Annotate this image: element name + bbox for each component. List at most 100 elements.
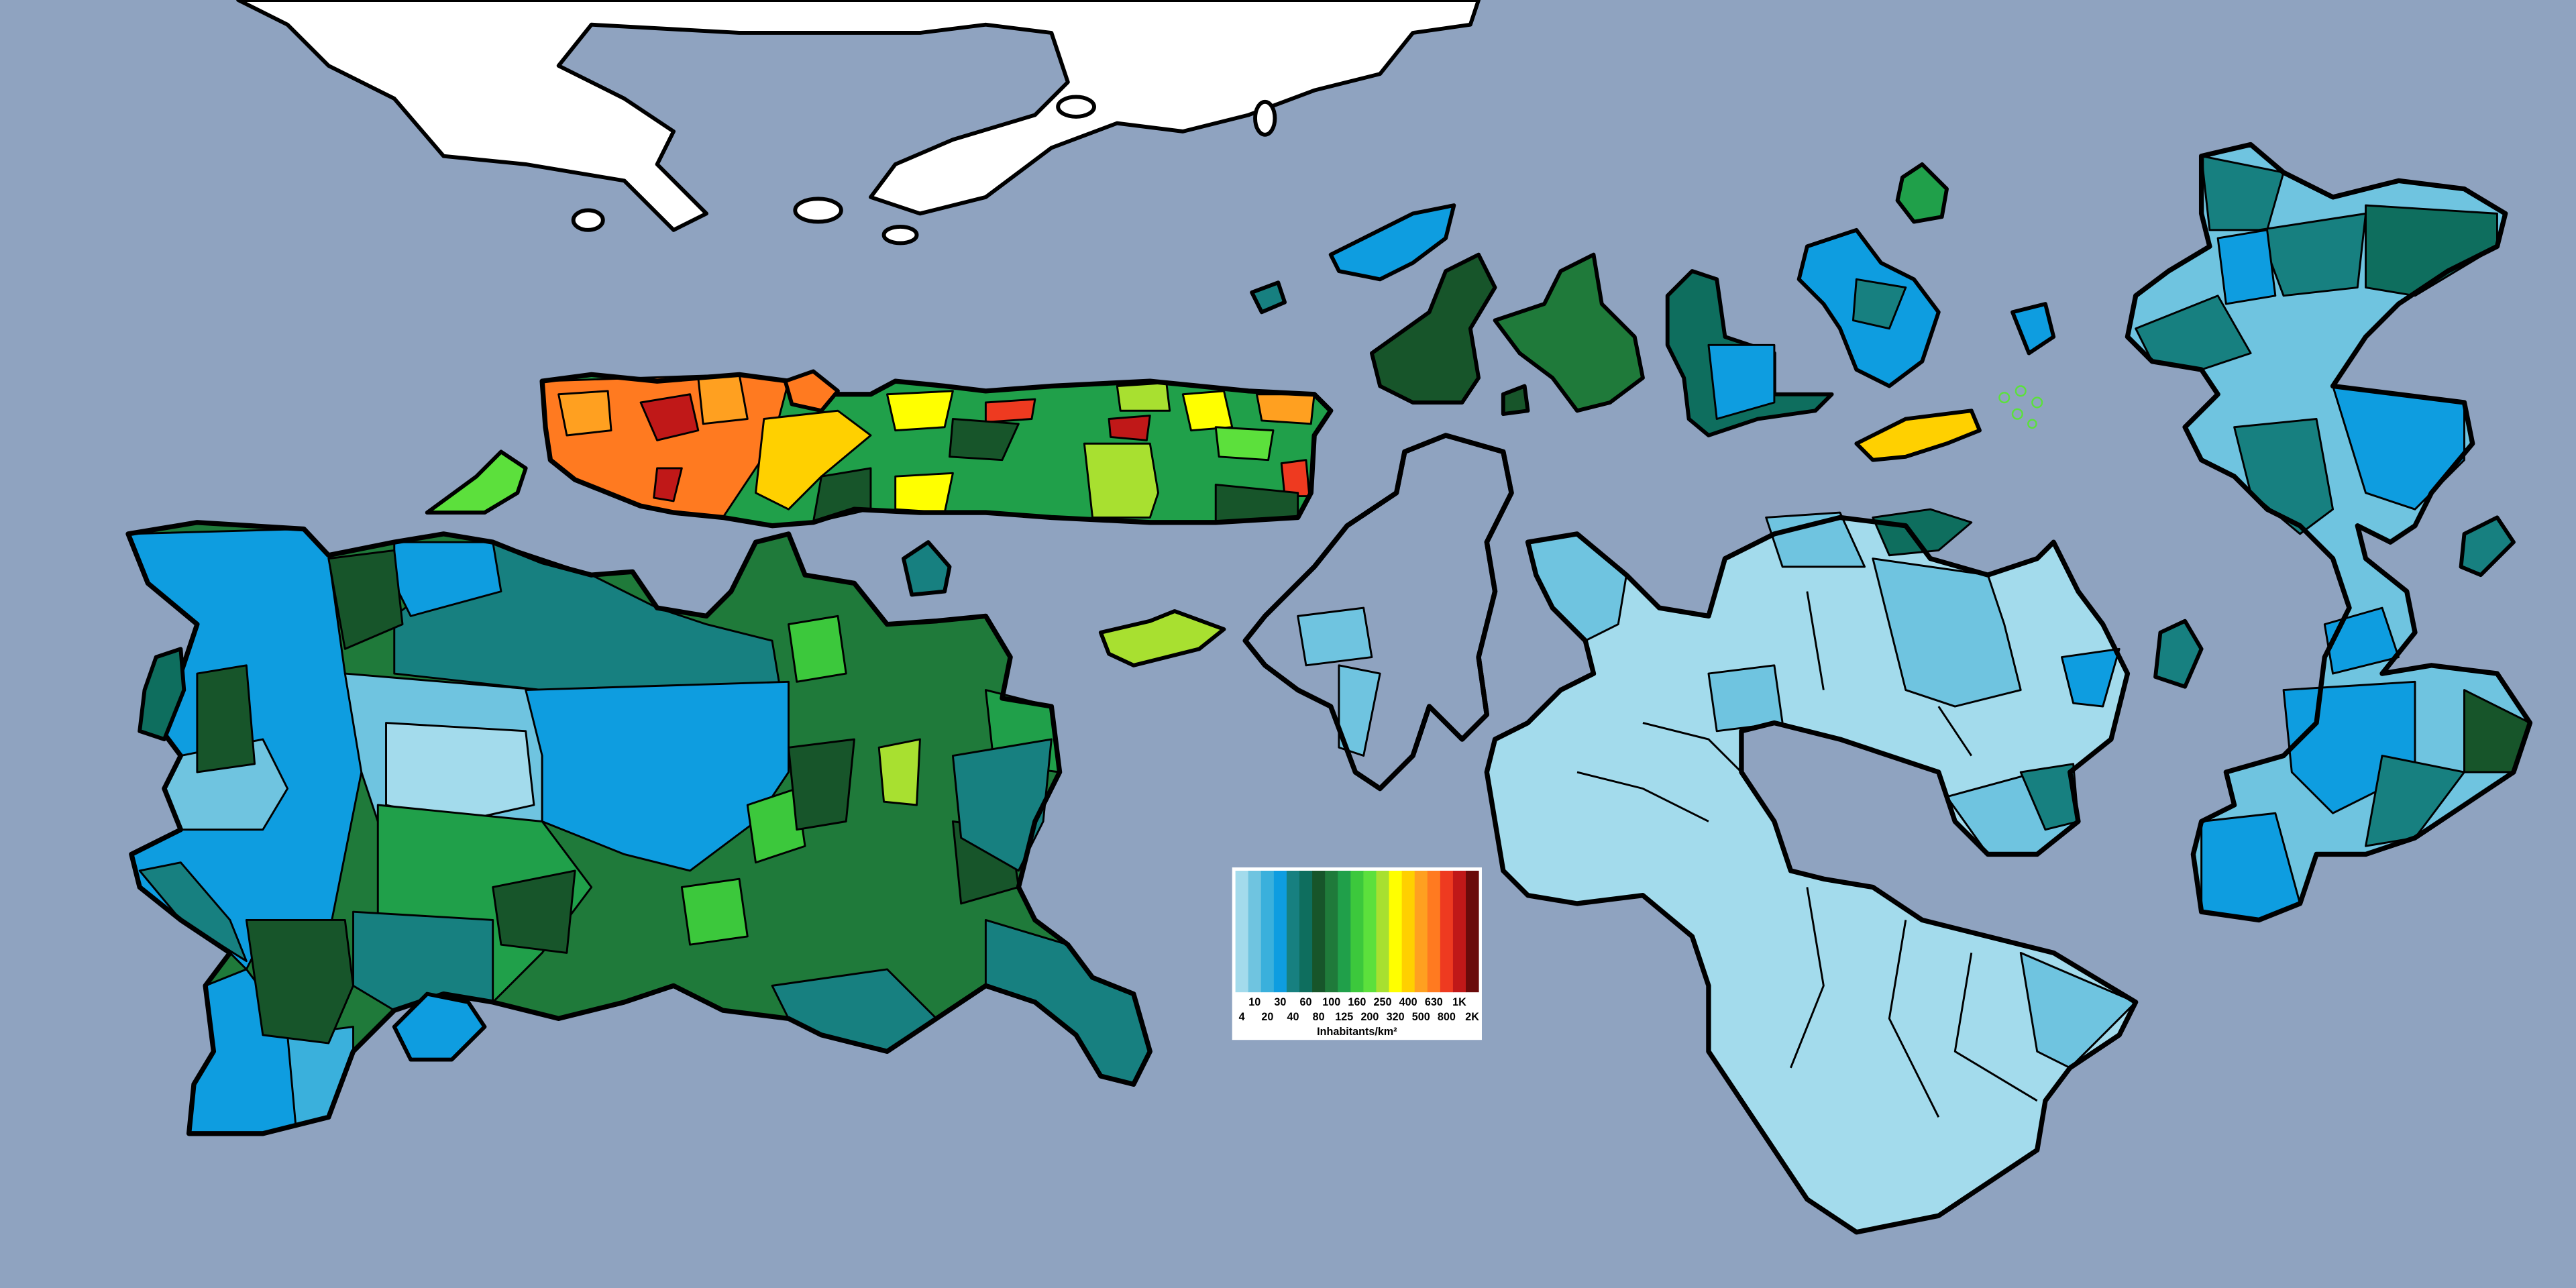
legend-swatch [1338, 870, 1351, 993]
region [788, 738, 855, 831]
island [1854, 409, 1982, 462]
island [2459, 515, 2516, 578]
legend-label: 200 [1360, 1011, 1379, 1023]
legend-label: 320 [1387, 1011, 1405, 1023]
island [2010, 302, 2056, 356]
region [557, 390, 612, 437]
legend-swatch [1350, 870, 1364, 993]
region [1214, 426, 1275, 462]
region [2365, 204, 2498, 297]
islet [2027, 419, 2037, 429]
legend-label: 40 [1287, 1011, 1299, 1023]
legend-label: 250 [1374, 996, 1392, 1008]
island [1493, 252, 1645, 413]
legend-label: 10 [1248, 996, 1260, 1008]
islet [2015, 385, 2027, 397]
legend-swatch [1248, 870, 1262, 993]
island [1895, 162, 1949, 224]
legend-label: 1K [1452, 996, 1466, 1008]
islet-cluster [1998, 385, 2043, 429]
central-regions [1527, 508, 2137, 1118]
legend-swatch [1440, 870, 1454, 993]
region [984, 398, 1036, 423]
region [1872, 508, 1973, 557]
legend-label: 20 [1261, 1011, 1273, 1023]
island [902, 540, 952, 597]
region [1297, 606, 1373, 667]
island [138, 647, 186, 741]
legend-swatch [1325, 870, 1338, 993]
island [783, 369, 840, 413]
region [1765, 511, 1866, 568]
legend-label: 2K [1465, 1011, 1479, 1023]
region [2257, 212, 2367, 297]
island [425, 449, 528, 515]
island [1369, 252, 1497, 405]
islet [1998, 392, 2010, 404]
island [1250, 280, 1287, 315]
region [1181, 390, 1234, 432]
region [1707, 343, 1776, 420]
region [1116, 382, 1171, 412]
legend-label: 160 [1348, 996, 1366, 1008]
ice-islet [881, 225, 919, 246]
legend-swatch [1414, 870, 1428, 993]
legend-swatch [1376, 870, 1390, 993]
region [680, 877, 749, 946]
legend-swatch [1286, 870, 1300, 993]
region-border [1576, 591, 2038, 1118]
region [1256, 393, 1316, 425]
island [392, 991, 487, 1062]
legend-swatch [1299, 870, 1313, 993]
region [385, 722, 535, 822]
ice-cap [238, 0, 1479, 230]
legend-swatch [1312, 870, 1326, 993]
legend-swatch [1452, 870, 1466, 993]
island [1098, 609, 1226, 667]
legend-swatch [1466, 870, 1479, 993]
legend-label: 80 [1313, 1011, 1325, 1023]
legend-label: 630 [1425, 996, 1443, 1008]
region [746, 788, 806, 864]
region [1851, 278, 1907, 330]
region [639, 393, 700, 441]
region [2216, 229, 2277, 305]
region [492, 869, 576, 954]
legend-swatch [1273, 870, 1287, 993]
legend-label: 100 [1322, 996, 1340, 1008]
legend-label: 800 [1438, 1011, 1456, 1023]
west-regions [127, 528, 1151, 1135]
region [327, 549, 404, 650]
legend-title: Inhabitants/km² [1317, 1026, 1397, 1038]
region [697, 373, 749, 425]
region [885, 390, 954, 432]
legend-label: 60 [1300, 996, 1312, 1008]
region [525, 680, 790, 872]
region [653, 467, 683, 502]
legend-swatch [1401, 870, 1415, 993]
legend-swatch [1427, 870, 1441, 993]
islet [2031, 396, 2043, 409]
strip-regions [541, 373, 1316, 524]
region [1108, 415, 1151, 441]
island [1501, 384, 1530, 417]
region [949, 418, 1020, 462]
legend-label: 30 [1274, 996, 1286, 1008]
legend-swatch [1260, 870, 1275, 993]
region [877, 738, 921, 806]
region [245, 918, 354, 1044]
region [894, 472, 954, 514]
region [196, 664, 256, 773]
legend-label: 500 [1412, 1011, 1430, 1023]
legend-swatch [1235, 870, 1249, 993]
region [2233, 418, 2334, 535]
ice-islet [571, 208, 605, 232]
ice-islet [1056, 95, 1096, 119]
legend-label: 400 [1399, 996, 1417, 1008]
legend-swatch [1389, 870, 1403, 993]
east-regions [2135, 155, 2531, 921]
